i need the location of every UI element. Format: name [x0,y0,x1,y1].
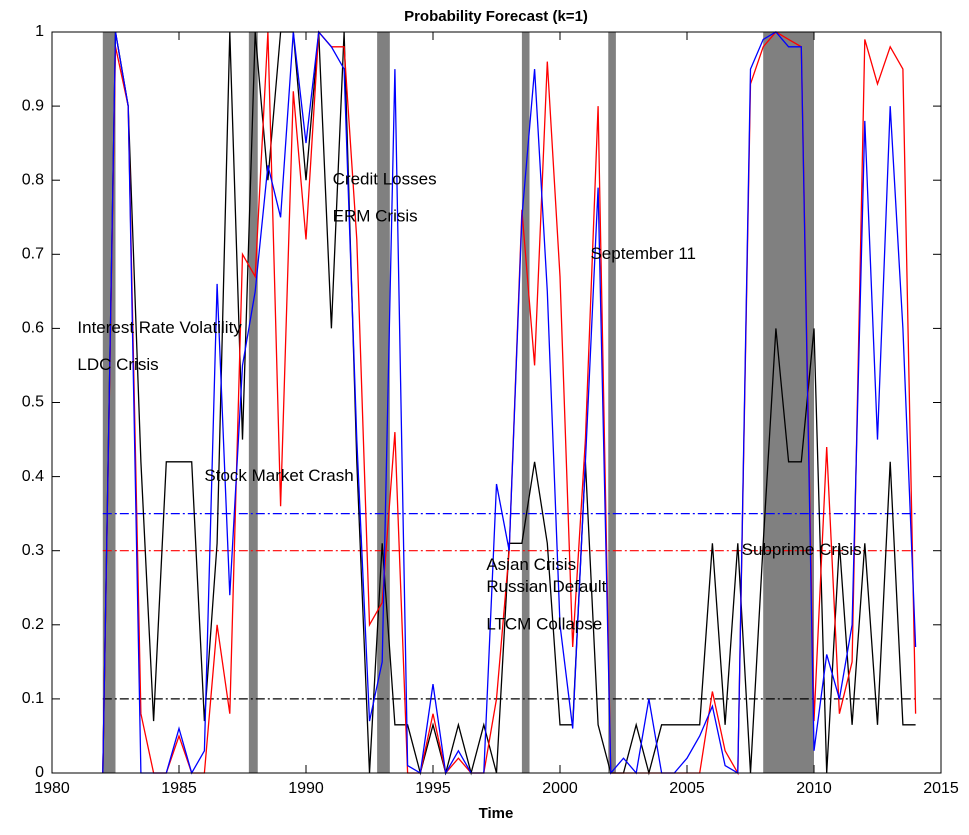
x-tick-label: 2005 [669,780,705,797]
y-tick-label: 0.9 [22,97,44,114]
annotation: Interest Rate Volatility [77,318,242,337]
crisis-band [521,32,530,773]
annotation: Stock Market Crash [204,466,353,485]
annotation: Asian Crisis [486,555,576,574]
annotation: Subprime Crisis [742,540,862,559]
y-tick-label: 0.8 [22,171,44,188]
annotation: September 11 [590,244,696,263]
annotation: Credit Losses [333,170,437,189]
x-tick-label: 1990 [288,780,324,797]
y-tick-label: 0.6 [22,320,44,337]
annotation: LTCM Collapse [486,614,602,633]
x-tick-label: 1980 [34,780,70,797]
x-tick-label: 2010 [796,780,832,797]
series-line [102,30,917,775]
y-tick-label: 0.4 [22,468,44,485]
crisis-band [248,32,258,773]
annotation: LDC Crisis [77,355,158,374]
crisis-band [608,32,616,773]
x-tick-label: 2015 [923,780,959,797]
annotation: ERM Crisis [333,207,418,226]
x-tick-label: 2000 [542,780,578,797]
y-tick-label: 0.1 [22,690,44,707]
x-tick-label: 1995 [415,780,451,797]
y-tick-label: 0.2 [22,616,44,633]
y-tick-label: 0 [35,764,44,781]
y-tick-label: 0.3 [22,542,44,559]
x-tick-label: 1985 [161,780,197,797]
y-tick-label: 1 [35,23,44,40]
y-tick-label: 0.5 [22,394,44,411]
x-axis-label: Time [479,805,514,822]
chart-title: Probability Forecast (k=1) [404,8,588,25]
annotation: Russian Default [486,577,606,596]
y-tick-label: 0.7 [22,246,44,263]
